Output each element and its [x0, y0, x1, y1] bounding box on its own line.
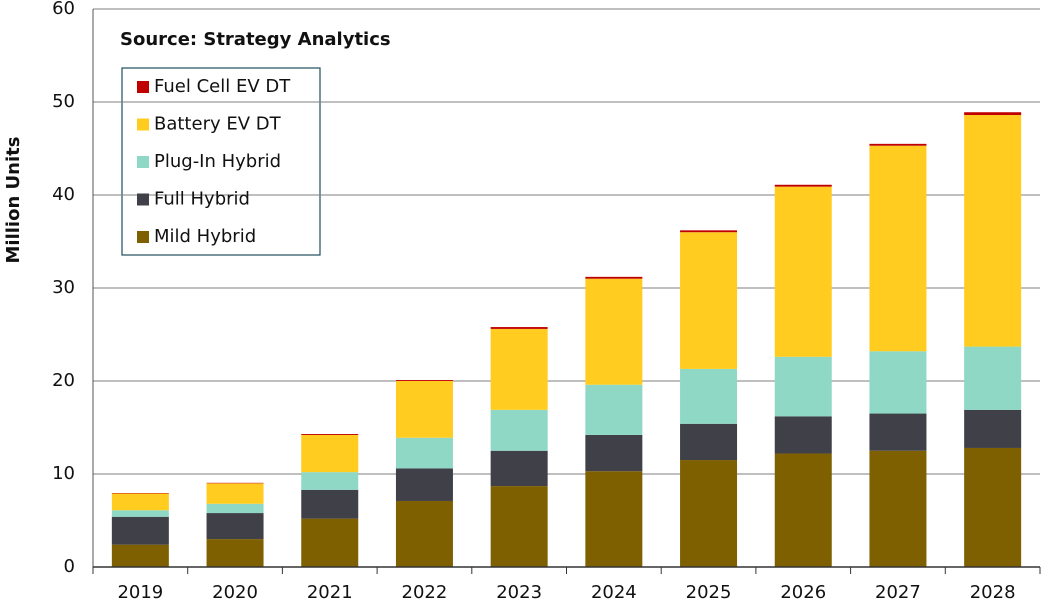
- bar-segment: [490, 327, 548, 329]
- bar-segment: [585, 384, 643, 435]
- legend-label: Battery EV DT: [154, 114, 282, 135]
- x-tick-label: 2020: [212, 582, 258, 602]
- x-tick-label: 2027: [875, 582, 921, 602]
- bar-segment: [490, 486, 548, 567]
- legend-label: Plug-In Hybrid: [154, 151, 281, 172]
- bar-segment: [301, 489, 359, 519]
- legend-label: Full Hybrid: [154, 189, 250, 210]
- source-note: Source: Strategy Analytics: [120, 29, 391, 50]
- bar-segment: [206, 503, 264, 514]
- bar-segment: [206, 539, 264, 567]
- bar-segment: [774, 184, 832, 187]
- bar-segment: [395, 468, 453, 501]
- legend-swatch: [137, 118, 149, 131]
- y-tick-label: 40: [52, 184, 75, 205]
- bar-segment: [301, 434, 359, 473]
- x-tick-label: 2019: [117, 582, 163, 602]
- bar-segment: [680, 460, 738, 567]
- bar-segment: [869, 351, 927, 414]
- bar-segment: [395, 437, 453, 469]
- bar-segment: [111, 516, 169, 545]
- bar-segment: [490, 328, 548, 410]
- legend-box: [121, 67, 321, 256]
- bar-segment: [964, 112, 1022, 116]
- x-tick-label: 2022: [402, 582, 448, 602]
- bar-segment: [869, 145, 927, 352]
- x-tick-label: 2026: [780, 582, 826, 602]
- bar-segment: [869, 413, 927, 451]
- bar-segment: [774, 453, 832, 567]
- bar-segment: [680, 232, 738, 369]
- bar-segment: [111, 544, 169, 567]
- legend-label: Fuel Cell EV DT: [154, 76, 291, 97]
- bar-segment: [395, 381, 453, 438]
- bar-segment: [206, 483, 264, 504]
- y-tick-label: 20: [52, 370, 75, 391]
- bar-segment: [111, 493, 169, 511]
- bar-segment: [585, 471, 643, 567]
- legend-swatch: [137, 81, 149, 93]
- bar-segment: [301, 518, 359, 567]
- legend-swatch: [137, 231, 149, 243]
- bar-segment: [585, 278, 643, 385]
- bar-segment: [869, 143, 927, 146]
- y-tick-label: 10: [52, 463, 75, 484]
- x-tick-label: 2023: [496, 582, 542, 602]
- bar-segment: [680, 368, 738, 424]
- x-tick-label: 2025: [686, 582, 732, 602]
- y-tick-label: 30: [52, 277, 75, 298]
- bar-segment: [964, 115, 1022, 347]
- bar-segment: [395, 500, 453, 567]
- bar-segment: [206, 513, 264, 540]
- legend-swatch: [137, 193, 149, 206]
- bar-segment: [301, 434, 359, 435]
- bar-segment: [869, 450, 927, 567]
- bar-segment: [111, 510, 169, 517]
- bar-segment: [964, 447, 1022, 567]
- bar-segment: [964, 346, 1022, 410]
- legend-label: Mild Hybrid: [154, 226, 256, 247]
- y-tick-label: 0: [64, 556, 75, 577]
- legend-swatch: [137, 156, 149, 168]
- bar-segment: [395, 380, 453, 381]
- bar-segment: [585, 276, 643, 279]
- x-tick-label: 2028: [970, 582, 1016, 602]
- bar-segment: [490, 450, 548, 487]
- bar-segment: [774, 186, 832, 357]
- bar-segment: [774, 416, 832, 454]
- bar-segment: [680, 423, 738, 461]
- x-tick-label: 2024: [591, 582, 637, 602]
- y-tick-label: 60: [52, 0, 75, 19]
- x-tick-label: 2021: [307, 582, 353, 602]
- bar-segment: [680, 230, 738, 233]
- bar-segment: [774, 356, 832, 417]
- bar-segment: [964, 409, 1022, 448]
- y-axis-title: Million Units: [3, 137, 24, 264]
- bar-segment: [301, 472, 359, 490]
- y-tick-label: 50: [52, 91, 75, 112]
- bar-segment: [490, 409, 548, 451]
- bar-segment: [585, 434, 643, 472]
